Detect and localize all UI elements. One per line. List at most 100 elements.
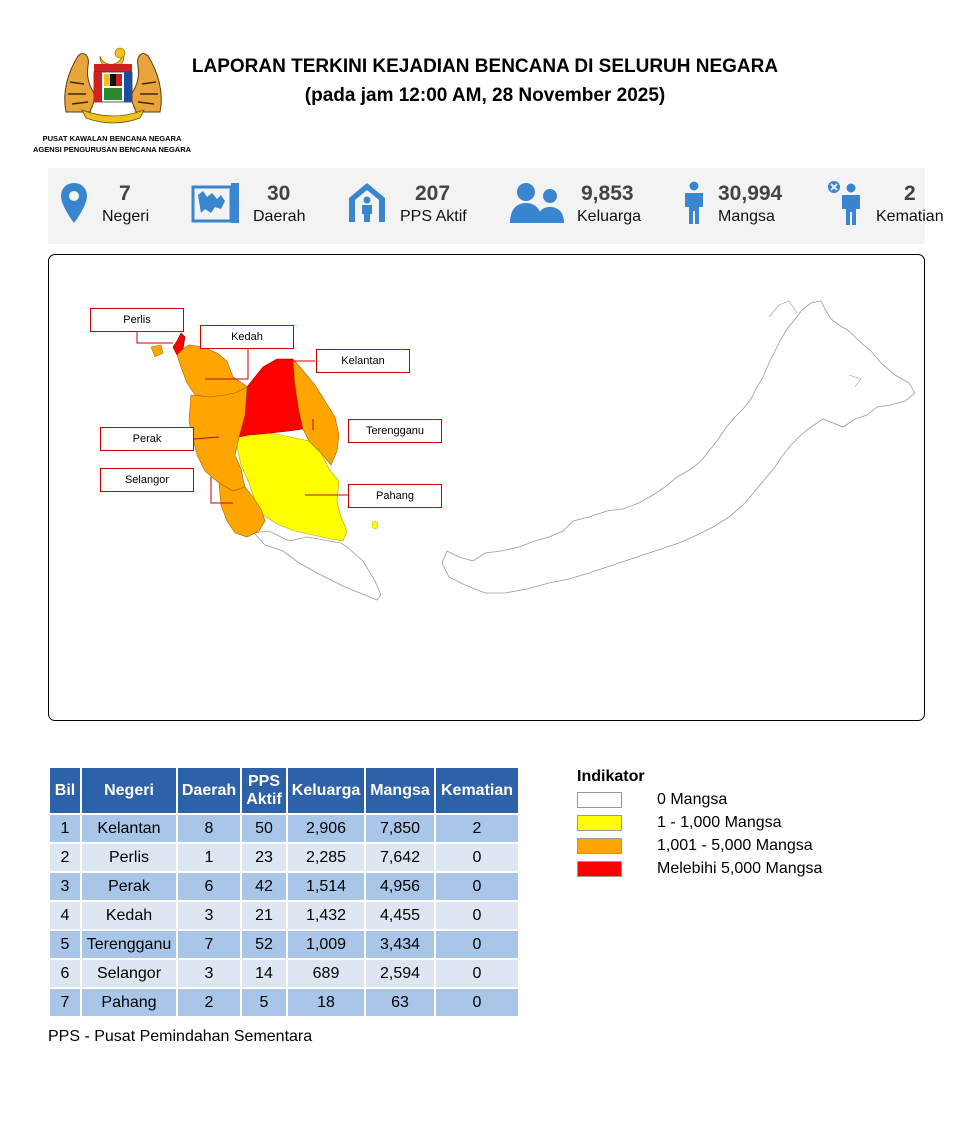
cell-negeri: Terengganu <box>82 931 176 958</box>
agency-name-line1: PUSAT KAWALAN BENCANA NEGARA <box>42 134 182 143</box>
cell-bil: 7 <box>50 989 80 1016</box>
cell-daerah: 2 <box>178 989 240 1016</box>
map-label-kedah: Kedah <box>200 325 294 349</box>
col-header-daerah: Daerah <box>178 768 240 813</box>
cell-negeri: Kedah <box>82 902 176 929</box>
disaster-stats-table: Bil Negeri Daerah PPS Aktif Keluarga Man… <box>48 766 520 1018</box>
cell-daerah: 1 <box>178 844 240 871</box>
cell-bil: 4 <box>50 902 80 929</box>
cell-mangsa: 4,956 <box>366 873 434 900</box>
malaysia-map-panel: Perlis Kedah Kelantan Terengganu Perak S… <box>48 254 925 721</box>
map-state-kedah <box>176 344 248 398</box>
stat-negeri-value: 7 <box>119 182 131 205</box>
legend-title: Indikator <box>577 768 645 785</box>
cell-keluarga: 1,514 <box>288 873 364 900</box>
stat-pps-label: PPS Aktif <box>400 208 467 225</box>
table-row: 2 Perlis 1 23 2,285 7,642 0 <box>50 844 518 871</box>
cell-keluarga: 18 <box>288 989 364 1016</box>
table-row: 5 Terengganu 7 52 1,009 3,434 0 <box>50 931 518 958</box>
cell-pps-aktif: 21 <box>242 902 286 929</box>
map-label-kelantan: Kelantan <box>316 349 410 373</box>
cell-keluarga: 2,285 <box>288 844 364 871</box>
cell-keluarga: 1,432 <box>288 902 364 929</box>
cell-mangsa: 7,850 <box>366 815 434 842</box>
report-title: LAPORAN TERKINI KEJADIAN BENCANA DI SELU… <box>191 56 779 77</box>
map-state-kelantan <box>238 358 304 438</box>
summary-stats-bar: 7 Negeri 30 Daerah 207 PPS Aktif 9,853 K… <box>48 168 944 244</box>
agency-name-line2: AGENSI PENGURUSAN BENCANA NEGARA <box>32 145 192 154</box>
table-row: 7 Pahang 2 5 18 63 0 <box>50 989 518 1016</box>
malaysia-flood-map <box>136 300 916 601</box>
cell-pps-aktif: 23 <box>242 844 286 871</box>
cell-kematian: 0 <box>436 960 518 987</box>
cell-negeri: Perlis <box>82 844 176 871</box>
cell-mangsa: 4,455 <box>366 902 434 929</box>
report-subtitle: (pada jam 12:00 AM, 28 November 2025) <box>304 85 666 106</box>
cell-kematian: 2 <box>436 815 518 842</box>
cell-negeri: Pahang <box>82 989 176 1016</box>
stat-daerah-value: 30 <box>267 182 291 205</box>
legend-label-3: Melebihi 5,000 Mangsa <box>657 860 823 877</box>
cell-daerah: 8 <box>178 815 240 842</box>
table-row: 6 Selangor 3 14 689 2,594 0 <box>50 960 518 987</box>
cell-bil: 1 <box>50 815 80 842</box>
district-map-icon <box>191 183 239 223</box>
cell-pps-aktif: 14 <box>242 960 286 987</box>
legend-swatch-0 <box>577 792 622 808</box>
col-header-pps-aktif: PPS Aktif <box>242 768 286 813</box>
map-label-terengganu: Terengganu <box>348 419 442 443</box>
map-state-perak <box>188 386 248 492</box>
cell-kematian: 0 <box>436 931 518 958</box>
map-label-pahang: Pahang <box>348 484 442 508</box>
cell-negeri: Perak <box>82 873 176 900</box>
stat-pps-value: 207 <box>415 182 451 205</box>
table-row: 1 Kelantan 8 50 2,906 7,850 2 <box>50 815 518 842</box>
cell-kematian: 0 <box>436 902 518 929</box>
cell-pps-aktif: 5 <box>242 989 286 1016</box>
col-header-mangsa: Mangsa <box>366 768 434 813</box>
stat-daerah-label: Daerah <box>253 208 306 225</box>
stat-mangsa-label: Mangsa <box>718 208 775 225</box>
map-region-borneo <box>441 300 916 594</box>
cell-kematian: 0 <box>436 844 518 871</box>
cell-mangsa: 63 <box>366 989 434 1016</box>
map-state-terengganu <box>292 358 340 466</box>
map-label-perlis: Perlis <box>90 308 184 332</box>
cell-bil: 6 <box>50 960 80 987</box>
cell-bil: 2 <box>50 844 80 871</box>
cell-negeri: Selangor <box>82 960 176 987</box>
table-header-row: Bil Negeri Daerah PPS Aktif Keluarga Man… <box>50 768 518 813</box>
stat-negeri-label: Negeri <box>102 208 150 225</box>
deceased-person-icon <box>828 181 860 225</box>
family-icon <box>510 183 564 223</box>
cell-mangsa: 7,642 <box>366 844 434 871</box>
cell-pps-aktif: 50 <box>242 815 286 842</box>
cell-daerah: 7 <box>178 931 240 958</box>
map-label-perak: Perak <box>100 427 194 451</box>
cell-mangsa: 3,434 <box>366 931 434 958</box>
col-header-kematian: Kematian <box>436 768 518 813</box>
legend-label-0: 0 Mangsa <box>657 791 728 808</box>
cell-kematian: 0 <box>436 989 518 1016</box>
legend-swatch-3 <box>577 861 622 877</box>
cell-pps-aktif: 52 <box>242 931 286 958</box>
cell-daerah: 6 <box>178 873 240 900</box>
map-state-johor <box>253 530 382 601</box>
legend-label-1: 1 - 1,000 Mangsa <box>657 814 782 831</box>
cell-keluarga: 2,906 <box>288 815 364 842</box>
cell-keluarga: 1,009 <box>288 931 364 958</box>
cell-bil: 5 <box>50 931 80 958</box>
stat-keluarga-label: Keluarga <box>577 208 642 225</box>
col-header-negeri: Negeri <box>82 768 176 813</box>
cell-daerah: 3 <box>178 902 240 929</box>
col-header-keluarga: Keluarga <box>288 768 364 813</box>
shelter-icon <box>349 183 385 222</box>
cell-mangsa: 2,594 <box>366 960 434 987</box>
col-header-bil: Bil <box>50 768 80 813</box>
coat-of-arms-emblem-icon <box>64 47 162 124</box>
table-row: 3 Perak 6 42 1,514 4,956 0 <box>50 873 518 900</box>
table-row: 4 Kedah 3 21 1,432 4,455 0 <box>50 902 518 929</box>
stat-kematian-label: Kematian <box>876 208 944 225</box>
stat-kematian-value: 2 <box>904 182 916 205</box>
cell-kematian: 0 <box>436 873 518 900</box>
